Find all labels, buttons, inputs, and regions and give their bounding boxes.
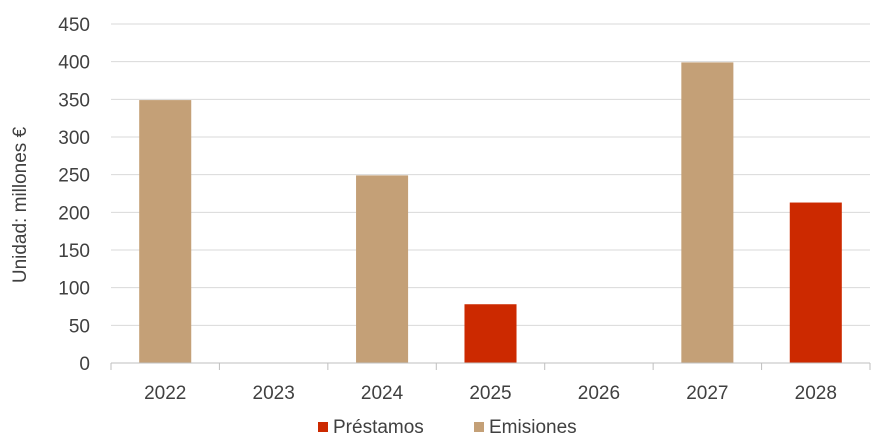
gridlines [111, 23, 870, 326]
y-axis-ticks: 0 50 100 150 200 250 300 350 400 450 [58, 15, 90, 375]
y-tick-label: 200 [58, 203, 90, 224]
y-tick-label: 150 [58, 241, 90, 262]
y-tick-label: 0 [79, 354, 90, 375]
y-tick-label: 250 [58, 166, 90, 187]
x-tick-label: 2023 [253, 383, 295, 404]
y-axis-title: Unidad: millones € [10, 126, 31, 283]
x-tick-label: 2027 [686, 383, 728, 404]
y-tick-label: 350 [58, 90, 90, 111]
legend-label-emisiones: Emisiones [489, 417, 577, 438]
y-tick-label: 300 [58, 128, 90, 149]
x-tick-label: 2024 [361, 383, 404, 404]
x-tick-label: 2022 [144, 383, 186, 404]
bar-emisiones-2022 [139, 100, 192, 363]
bars [139, 62, 842, 364]
y-tick-label: 50 [69, 316, 90, 337]
x-tick-label: 2028 [795, 383, 837, 404]
x-axis-ticks: 2022 2023 2024 2025 2026 2027 2028 [110, 363, 871, 404]
x-tick-label: 2026 [578, 383, 620, 404]
y-tick-label: 400 [58, 53, 90, 74]
x-tick-label: 2025 [469, 383, 511, 404]
bar-emisiones-2027 [681, 62, 734, 364]
bar-emisiones-2024 [356, 175, 409, 363]
y-tick-label: 450 [58, 15, 90, 36]
legend: Préstamos Emisiones [318, 417, 577, 438]
bar-préstamos-2025 [464, 304, 517, 363]
legend-swatch-préstamos [318, 422, 328, 432]
legend-swatch-emisiones [474, 422, 484, 432]
y-tick-label: 100 [58, 279, 90, 300]
legend-label-préstamos: Préstamos [333, 417, 424, 438]
bar-préstamos-2028 [789, 202, 842, 363]
